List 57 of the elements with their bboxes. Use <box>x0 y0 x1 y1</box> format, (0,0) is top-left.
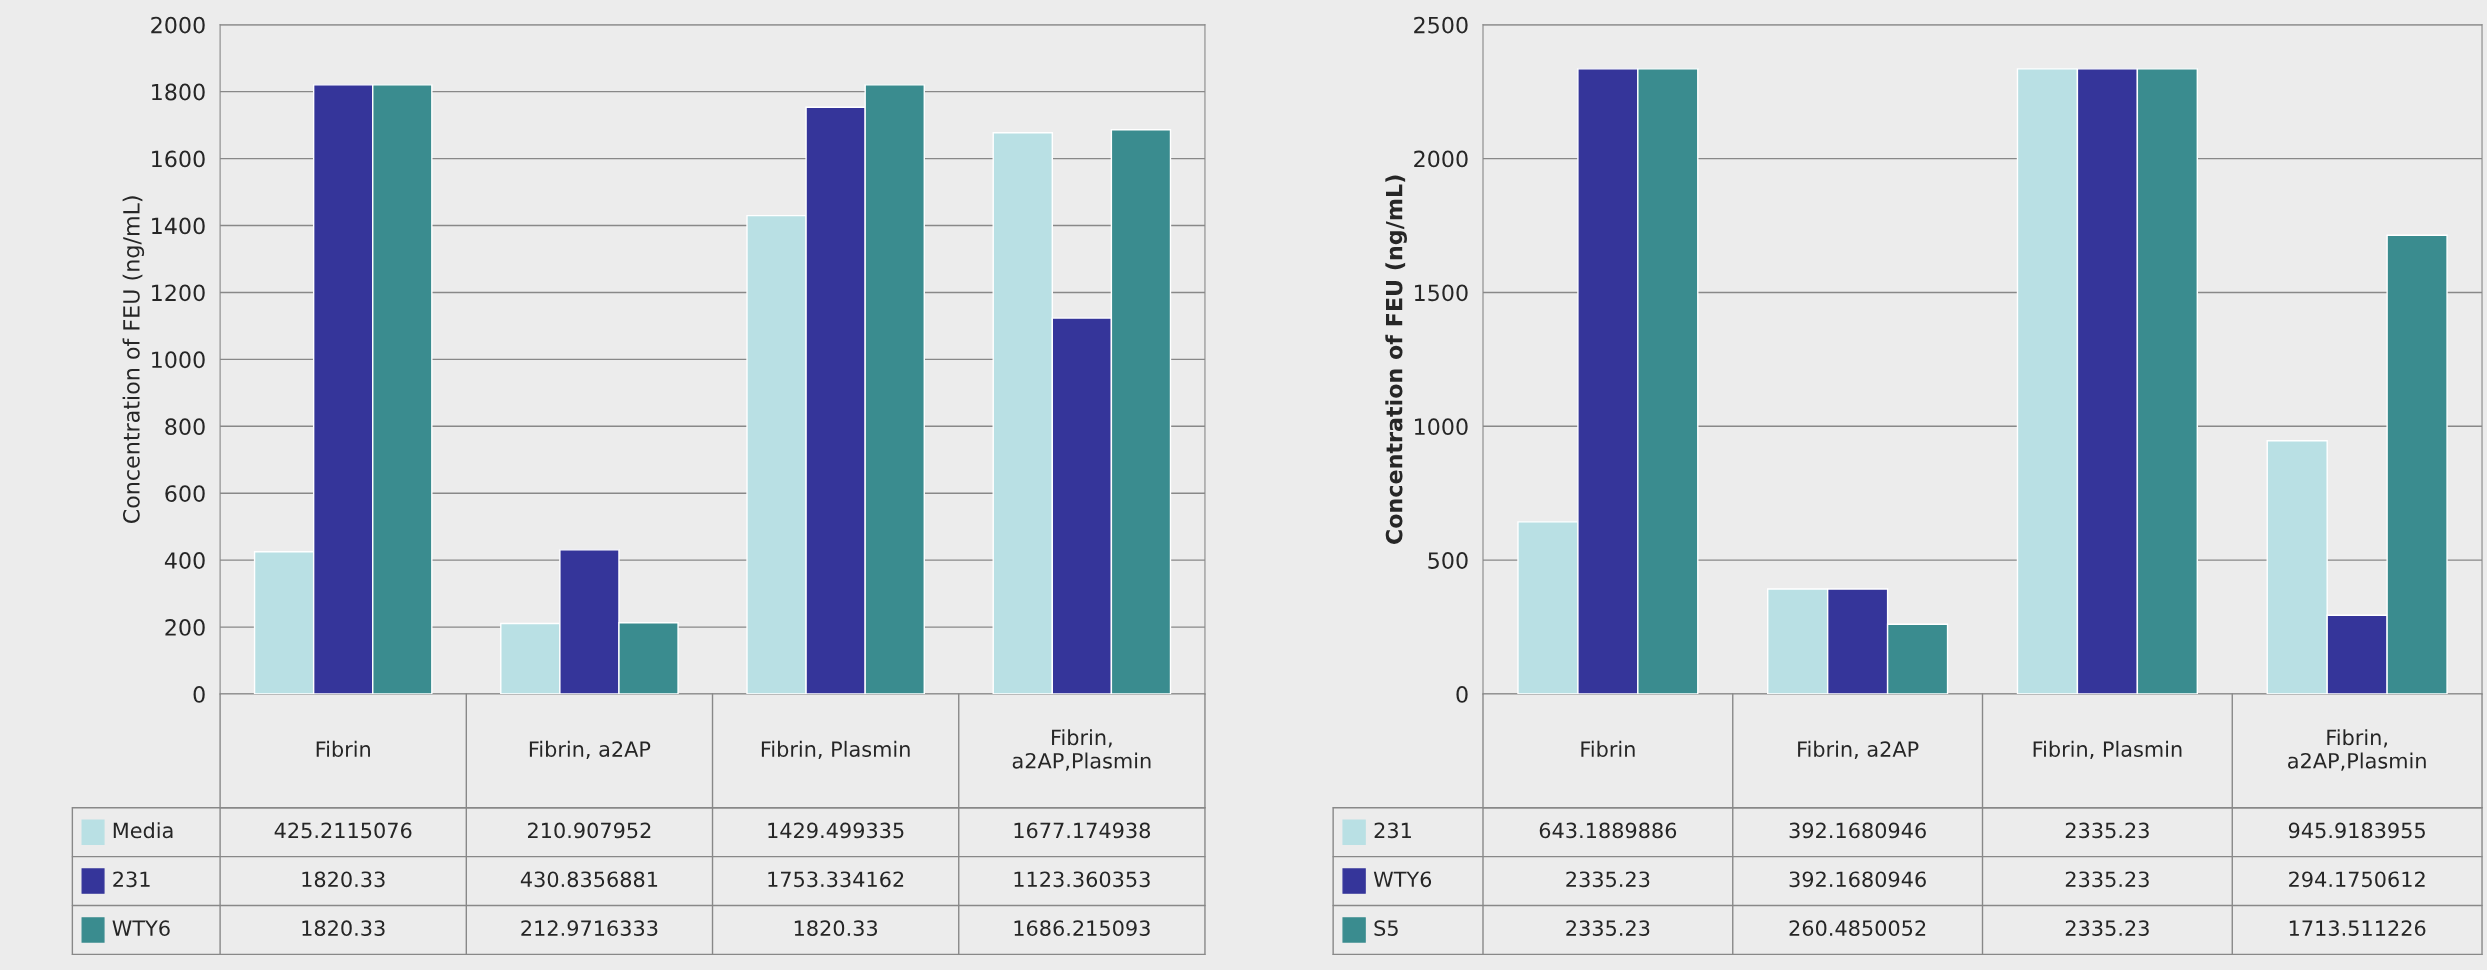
y-tick-label: 2000 <box>151 16 205 34</box>
data-label: 392.1680946 <box>1789 822 1926 839</box>
x-tick-label: Fibrin <box>1581 740 1635 757</box>
data-label: 1820.33 <box>794 920 878 937</box>
y-axis-title: Concentration of FEU (ng/mL) <box>1385 175 1407 544</box>
data-label: 2335.23 <box>2065 822 2149 839</box>
data-label: 2335.23 <box>2065 920 2149 937</box>
data-label: 210.907952 <box>527 822 651 839</box>
y-tick-label: 1000 <box>152 351 205 369</box>
y-tick-label: 1800 <box>152 83 205 101</box>
y-tick-label: 1000 <box>1414 418 1468 436</box>
data-label: 2335.23 <box>1566 920 1650 937</box>
y-tick-label: 1400 <box>152 217 205 235</box>
data-label: 430.8356881 <box>520 871 658 888</box>
data-label: 1677.174938 <box>1014 822 1150 839</box>
y-tick-label: 0 <box>193 685 205 703</box>
data-label: 392.1680946 <box>1789 871 1926 888</box>
data-label: 260.4850052 <box>1789 920 1926 937</box>
legend-label: Media <box>113 822 173 839</box>
x-tick-label: Fibrin, Plasmin <box>2033 740 2182 760</box>
x-tick-label: Fibrin, a2AP <box>1798 740 1919 760</box>
data-label: 212.9716333 <box>521 920 658 937</box>
x-tick-label: Fibrin <box>316 740 370 757</box>
y-tick-label: 2000 <box>1414 150 1468 168</box>
x-tick-label: Fibrin, Plasmin <box>761 740 910 760</box>
y-tick-label: 500 <box>1428 552 1468 569</box>
legend-label: S5 <box>1374 920 1398 937</box>
data-label: 643.1889886 <box>1539 822 1677 839</box>
y-tick-label: 1500 <box>1414 284 1468 302</box>
data-label: 2335.23 <box>1566 871 1650 888</box>
y-tick-label: 2500 <box>1414 16 1468 34</box>
data-label: 1820.33 <box>302 920 385 937</box>
x-tick-label: Fibrin, a2AP,Plasmin <box>2288 729 2426 771</box>
legend-label: WTY6 <box>112 920 170 937</box>
data-label: 1713.511226 <box>2289 920 2426 937</box>
legend-label: 231 <box>1374 822 1411 839</box>
data-label: 1429.499335 <box>768 822 904 839</box>
data-label: 945.9183955 <box>2288 822 2425 839</box>
x-tick-label: Fibrin, a2AP,Plasmin <box>1012 729 1151 771</box>
data-label: 1686.215093 <box>1014 920 1150 937</box>
y-tick-label: 600 <box>165 485 205 502</box>
data-label: 2335.23 <box>2065 871 2149 888</box>
legend-label: WTY6 <box>1373 871 1432 888</box>
y-tick-label: 0 <box>1456 685 1468 703</box>
y-tick-label: 400 <box>164 552 205 569</box>
data-label: 1820.33 <box>302 871 385 888</box>
y-tick-label: 200 <box>165 619 205 636</box>
y-axis-title: Concentration of FEU (ng/mL) <box>122 196 145 524</box>
y-tick-label: 1600 <box>152 150 205 168</box>
x-tick-label: Fibrin, a2AP <box>529 740 651 760</box>
y-tick-label: 1200 <box>152 284 205 302</box>
legend-label: 231 <box>113 871 150 888</box>
data-label: 294.1750612 <box>2289 871 2425 888</box>
data-label: 425.2115076 <box>274 822 412 839</box>
y-tick-label: 800 <box>165 418 205 436</box>
data-label: 1753.334162 <box>768 871 904 888</box>
data-label: 1123.360353 <box>1014 871 1150 888</box>
